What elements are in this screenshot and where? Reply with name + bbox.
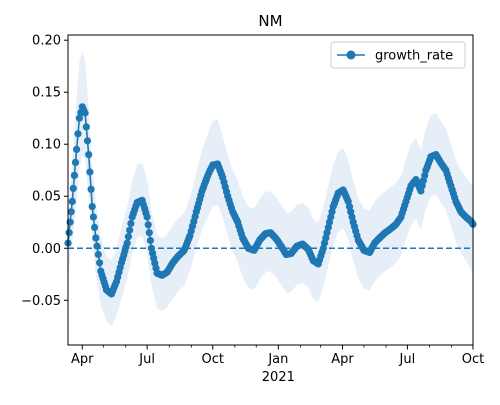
x-axis-ticks: Apr Jul Oct Jan Apr Jul Oct 2021	[71, 345, 484, 385]
chart-title: NM	[258, 12, 282, 30]
growth-rate-point	[146, 236, 154, 245]
growth-rate-point	[71, 158, 80, 166]
growth-rate-point	[92, 234, 100, 242]
growth-rate-point	[83, 137, 92, 145]
x-tick-label: Apr	[71, 352, 94, 367]
growth-rate-point	[86, 168, 94, 176]
growth-rate-point	[85, 151, 93, 159]
growth-rate-point	[74, 130, 82, 138]
y-axis-ticks: −0.05 0.00 0.05 0.10 0.15 0.20	[21, 34, 68, 309]
y-tick-label: 0.15	[32, 86, 61, 101]
growth-rate-point	[126, 226, 134, 234]
confidence-band-layer	[68, 50, 473, 327]
growth-rate-point	[89, 213, 97, 221]
legend-marker-swatch	[346, 50, 356, 60]
growth-rate-point	[144, 221, 152, 229]
growth-rate-point	[93, 242, 101, 250]
growth-rate-point	[91, 223, 99, 231]
x-year-label: 2021	[262, 370, 295, 385]
y-tick-label: −0.05	[21, 294, 61, 309]
y-tick-label: 0.10	[32, 138, 61, 153]
series-marker-layer	[64, 103, 477, 298]
legend-box	[330, 41, 466, 69]
growth-rate-point	[127, 219, 135, 228]
x-tick-label: Jul	[138, 352, 155, 367]
growth-rate-point	[65, 229, 73, 237]
legend-label: growth_rate	[375, 49, 453, 64]
growth-rate-point	[143, 213, 151, 221]
growth-rate-point	[67, 208, 75, 216]
growth-rate-point	[124, 233, 132, 241]
x-tick-label: Oct	[202, 352, 224, 367]
growth-rate-point	[88, 203, 96, 211]
growth-rate-point	[145, 229, 153, 237]
y-tick-label: 0.00	[32, 242, 61, 257]
growth-rate-point	[75, 114, 83, 122]
growth-rate-point	[70, 171, 78, 179]
confidence-band	[68, 50, 473, 327]
growth-rate-point	[96, 259, 104, 267]
x-tick-label: Jul	[399, 352, 416, 367]
growth-rate-point	[82, 123, 90, 131]
growth-rate-point	[69, 184, 77, 192]
x-tick-label: Jan	[267, 352, 288, 367]
legend: growth_rate	[330, 41, 466, 69]
growth-rate-point	[81, 109, 89, 117]
y-tick-label: 0.20	[32, 34, 61, 49]
growth-rate-point	[123, 239, 131, 247]
growth-rate-point	[73, 145, 81, 153]
growth-rate-point	[68, 197, 76, 205]
growth-rate-point	[87, 185, 95, 193]
x-tick-label: Oct	[462, 352, 484, 367]
plot-frame	[67, 34, 474, 346]
x-tick-label: Apr	[331, 352, 354, 367]
y-tick-label: 0.05	[32, 190, 61, 205]
growth-rate-point	[94, 250, 102, 259]
